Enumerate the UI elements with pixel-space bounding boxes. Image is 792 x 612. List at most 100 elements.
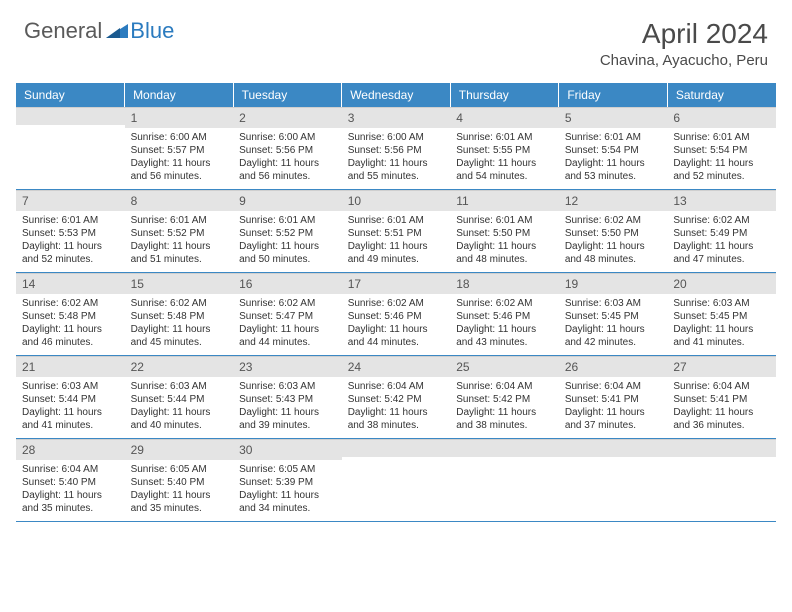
daylight-text: Daylight: 11 hours and 49 minutes. <box>348 240 445 266</box>
calendar-cell: 29Sunrise: 6:05 AMSunset: 5:40 PMDayligh… <box>125 439 234 522</box>
sunset-text: Sunset: 5:50 PM <box>456 227 553 240</box>
sunset-text: Sunset: 5:45 PM <box>673 310 770 323</box>
day-number: 23 <box>233 356 342 377</box>
calendar-cell: 3Sunrise: 6:00 AMSunset: 5:56 PMDaylight… <box>342 107 451 190</box>
sunset-text: Sunset: 5:50 PM <box>565 227 662 240</box>
sunset-text: Sunset: 5:48 PM <box>131 310 228 323</box>
day-number: 28 <box>16 439 125 460</box>
day-number: 8 <box>125 190 234 211</box>
sunrise-text: Sunrise: 6:04 AM <box>456 380 553 393</box>
day-body: Sunrise: 6:01 AMSunset: 5:53 PMDaylight:… <box>16 211 125 272</box>
sunset-text: Sunset: 5:46 PM <box>456 310 553 323</box>
sunrise-text: Sunrise: 6:00 AM <box>131 131 228 144</box>
day-number: 30 <box>233 439 342 460</box>
triangle-icon <box>106 18 128 44</box>
day-body: Sunrise: 6:03 AMSunset: 5:43 PMDaylight:… <box>233 377 342 438</box>
day-number <box>559 439 668 457</box>
weekday-header: Tuesday <box>233 83 342 107</box>
daylight-text: Daylight: 11 hours and 44 minutes. <box>348 323 445 349</box>
sunrise-text: Sunrise: 6:05 AM <box>239 463 336 476</box>
sunrise-text: Sunrise: 6:03 AM <box>131 380 228 393</box>
calendar-cell <box>342 439 451 522</box>
daylight-text: Daylight: 11 hours and 48 minutes. <box>565 240 662 266</box>
sunrise-text: Sunrise: 6:02 AM <box>131 297 228 310</box>
day-number: 21 <box>16 356 125 377</box>
calendar-row: 1Sunrise: 6:00 AMSunset: 5:57 PMDaylight… <box>16 107 776 190</box>
weekday-header: Friday <box>559 83 668 107</box>
calendar-cell: 5Sunrise: 6:01 AMSunset: 5:54 PMDaylight… <box>559 107 668 190</box>
daylight-text: Daylight: 11 hours and 37 minutes. <box>565 406 662 432</box>
day-number: 20 <box>667 273 776 294</box>
daylight-text: Daylight: 11 hours and 40 minutes. <box>131 406 228 432</box>
sunset-text: Sunset: 5:39 PM <box>239 476 336 489</box>
sunrise-text: Sunrise: 6:01 AM <box>456 131 553 144</box>
day-number: 1 <box>125 107 234 128</box>
sunrise-text: Sunrise: 6:03 AM <box>22 380 119 393</box>
calendar-cell: 22Sunrise: 6:03 AMSunset: 5:44 PMDayligh… <box>125 356 234 439</box>
day-number <box>342 439 451 457</box>
calendar-row: 28Sunrise: 6:04 AMSunset: 5:40 PMDayligh… <box>16 439 776 522</box>
day-body <box>667 457 776 509</box>
sunset-text: Sunset: 5:44 PM <box>131 393 228 406</box>
calendar-table: SundayMondayTuesdayWednesdayThursdayFrid… <box>16 83 776 522</box>
day-body: Sunrise: 6:03 AMSunset: 5:44 PMDaylight:… <box>16 377 125 438</box>
daylight-text: Daylight: 11 hours and 35 minutes. <box>22 489 119 515</box>
day-body: Sunrise: 6:04 AMSunset: 5:42 PMDaylight:… <box>342 377 451 438</box>
sunrise-text: Sunrise: 6:03 AM <box>239 380 336 393</box>
daylight-text: Daylight: 11 hours and 45 minutes. <box>131 323 228 349</box>
logo: General Blue <box>24 18 174 44</box>
sunrise-text: Sunrise: 6:01 AM <box>239 214 336 227</box>
sunset-text: Sunset: 5:54 PM <box>673 144 770 157</box>
sunrise-text: Sunrise: 6:05 AM <box>131 463 228 476</box>
day-number: 13 <box>667 190 776 211</box>
weekday-header: Wednesday <box>342 83 451 107</box>
day-body: Sunrise: 6:00 AMSunset: 5:57 PMDaylight:… <box>125 128 234 189</box>
daylight-text: Daylight: 11 hours and 48 minutes. <box>456 240 553 266</box>
sunrise-text: Sunrise: 6:02 AM <box>348 297 445 310</box>
title-block: April 2024 Chavina, Ayacucho, Peru <box>600 18 768 69</box>
logo-text-2: Blue <box>130 18 174 44</box>
sunset-text: Sunset: 5:42 PM <box>456 393 553 406</box>
calendar-cell: 25Sunrise: 6:04 AMSunset: 5:42 PMDayligh… <box>450 356 559 439</box>
calendar-row: 21Sunrise: 6:03 AMSunset: 5:44 PMDayligh… <box>16 356 776 439</box>
sunrise-text: Sunrise: 6:04 AM <box>348 380 445 393</box>
day-body: Sunrise: 6:01 AMSunset: 5:55 PMDaylight:… <box>450 128 559 189</box>
day-body: Sunrise: 6:04 AMSunset: 5:41 PMDaylight:… <box>559 377 668 438</box>
day-number <box>16 107 125 125</box>
sunrise-text: Sunrise: 6:03 AM <box>565 297 662 310</box>
daylight-text: Daylight: 11 hours and 54 minutes. <box>456 157 553 183</box>
sunrise-text: Sunrise: 6:00 AM <box>239 131 336 144</box>
day-number: 27 <box>667 356 776 377</box>
calendar-body: 1Sunrise: 6:00 AMSunset: 5:57 PMDaylight… <box>16 107 776 522</box>
day-number <box>667 439 776 457</box>
calendar-cell: 23Sunrise: 6:03 AMSunset: 5:43 PMDayligh… <box>233 356 342 439</box>
daylight-text: Daylight: 11 hours and 38 minutes. <box>348 406 445 432</box>
sunset-text: Sunset: 5:52 PM <box>131 227 228 240</box>
day-number: 12 <box>559 190 668 211</box>
sunset-text: Sunset: 5:40 PM <box>22 476 119 489</box>
sunset-text: Sunset: 5:41 PM <box>565 393 662 406</box>
sunrise-text: Sunrise: 6:01 AM <box>565 131 662 144</box>
weekday-header-row: SundayMondayTuesdayWednesdayThursdayFrid… <box>16 83 776 107</box>
day-body: Sunrise: 6:01 AMSunset: 5:54 PMDaylight:… <box>667 128 776 189</box>
calendar-cell <box>16 107 125 190</box>
calendar-row: 7Sunrise: 6:01 AMSunset: 5:53 PMDaylight… <box>16 190 776 273</box>
day-body: Sunrise: 6:04 AMSunset: 5:41 PMDaylight:… <box>667 377 776 438</box>
sunrise-text: Sunrise: 6:01 AM <box>348 214 445 227</box>
day-number: 19 <box>559 273 668 294</box>
sunset-text: Sunset: 5:53 PM <box>22 227 119 240</box>
weekday-header: Sunday <box>16 83 125 107</box>
day-body <box>450 457 559 509</box>
weekday-header: Thursday <box>450 83 559 107</box>
calendar-cell: 24Sunrise: 6:04 AMSunset: 5:42 PMDayligh… <box>342 356 451 439</box>
calendar-cell: 19Sunrise: 6:03 AMSunset: 5:45 PMDayligh… <box>559 273 668 356</box>
day-number: 26 <box>559 356 668 377</box>
day-body: Sunrise: 6:05 AMSunset: 5:40 PMDaylight:… <box>125 460 234 521</box>
day-body: Sunrise: 6:00 AMSunset: 5:56 PMDaylight:… <box>342 128 451 189</box>
sunset-text: Sunset: 5:46 PM <box>348 310 445 323</box>
daylight-text: Daylight: 11 hours and 35 minutes. <box>131 489 228 515</box>
calendar-cell: 2Sunrise: 6:00 AMSunset: 5:56 PMDaylight… <box>233 107 342 190</box>
sunrise-text: Sunrise: 6:04 AM <box>673 380 770 393</box>
sunrise-text: Sunrise: 6:02 AM <box>456 297 553 310</box>
daylight-text: Daylight: 11 hours and 53 minutes. <box>565 157 662 183</box>
